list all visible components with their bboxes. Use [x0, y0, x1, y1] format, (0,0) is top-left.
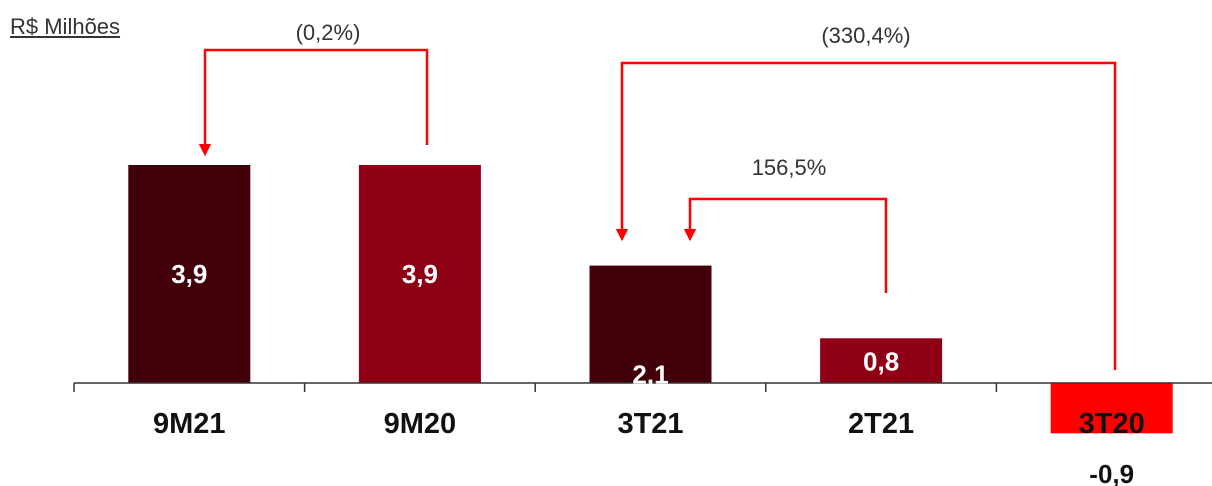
value-label-2t21: 0,8: [863, 347, 899, 377]
bar-9m20: [358, 164, 481, 383]
bar-3t21: [589, 265, 712, 383]
bar-3t20: [1050, 383, 1173, 434]
category-label-9m21: 9M21: [153, 408, 226, 440]
category-label-9m20: 9M20: [384, 408, 457, 440]
bar-2t21: [820, 338, 943, 383]
category-label-3t20: 3T20: [1079, 408, 1145, 440]
category-label-3t21: 3T21: [617, 408, 683, 440]
value-label-3t21: 2,1: [632, 360, 668, 390]
unit-label: R$ Milhões: [10, 14, 121, 39]
comparison-label-2t21-to-3t21: 156,5%: [752, 155, 827, 180]
value-label-9m20: 3,9: [402, 259, 438, 289]
comparison-arrow-3t20-to-3t21: [615, 61, 1117, 370]
category-label-2t21: 2T21: [848, 408, 914, 440]
bar-9m21: [128, 164, 251, 383]
comparison-label-3t20-to-3t21: (330,4%): [821, 23, 910, 48]
comparison-arrow-9m20-to-9m21: [198, 48, 429, 157]
value-label-9m21: 3,9: [171, 259, 207, 289]
comparison-label-9m20-to-9m21: (0,2%): [296, 20, 361, 45]
comparison-arrow-2t21-to-3t21: [683, 197, 888, 293]
value-label-3t20: -0,9: [1089, 459, 1134, 486]
